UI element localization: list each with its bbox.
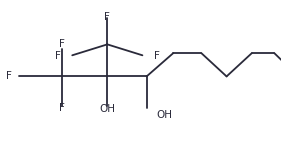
Text: OH: OH — [157, 110, 172, 120]
Text: OH: OH — [99, 103, 115, 113]
Text: F: F — [60, 39, 65, 49]
Text: F: F — [55, 51, 61, 61]
Text: F: F — [104, 12, 110, 22]
Text: F: F — [60, 103, 65, 113]
Text: F: F — [6, 71, 12, 81]
Text: F: F — [155, 51, 160, 61]
